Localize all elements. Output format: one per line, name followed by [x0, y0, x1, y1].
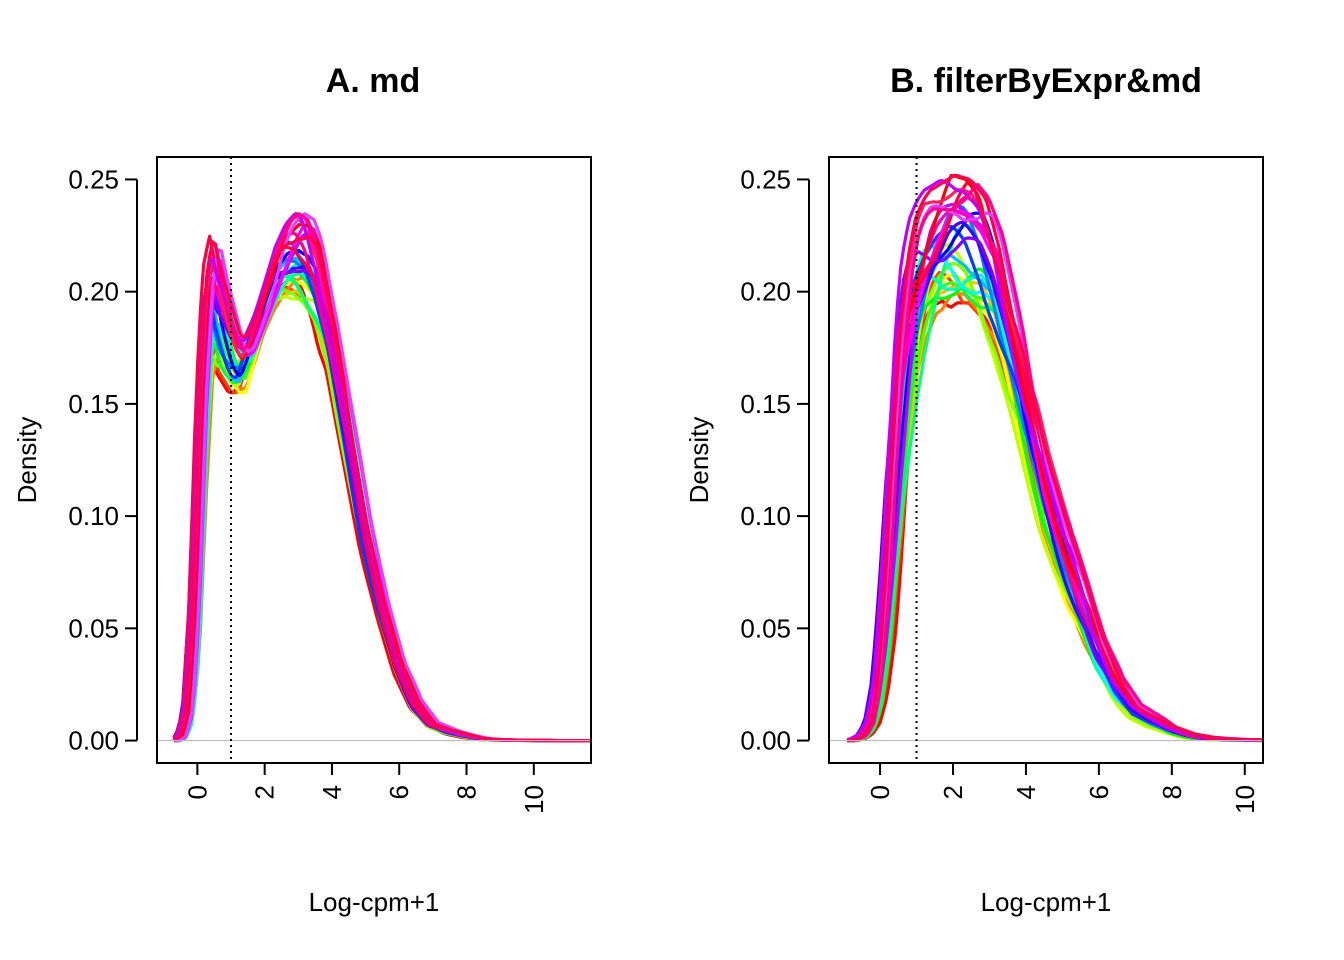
panel-b-reference-lines: [829, 157, 1263, 763]
panel-a-reference-lines: [157, 157, 591, 763]
y-tick-label: 0.25: [68, 164, 119, 194]
y-tick-label: 0.15: [68, 389, 119, 419]
panel-b: B. filterByExpr&md 0.000.050.100.150.200…: [684, 62, 1264, 917]
y-tick-label: 0.20: [740, 277, 791, 307]
x-tick-label: 6: [1084, 785, 1114, 799]
panel-b-x-label: Log-cpm+1: [981, 887, 1112, 917]
y-tick-label: 0.25: [740, 164, 791, 194]
y-tick-label: 0.10: [740, 501, 791, 531]
x-tick-label: 4: [317, 785, 347, 799]
panel-a-y-label: Density: [12, 417, 42, 504]
y-tick-label: 0.15: [740, 389, 791, 419]
x-tick-label: 4: [1011, 785, 1041, 799]
x-tick-label: 10: [519, 785, 549, 814]
x-tick-label: 2: [250, 785, 280, 799]
panel-a: A. md 0.00 0.05 0.10 0.15 0.20 0.25 0 2 4 6 8 10 L…: [12, 62, 592, 917]
panel-b-x-axis: 0 2 4 6 8 10: [865, 762, 1260, 814]
y-tick-label: 0.00: [68, 726, 119, 756]
panel-a-x-axis: 0 2 4 6 8 10: [182, 762, 549, 814]
y-tick-label: 0.20: [68, 277, 119, 307]
panel-b-y-label: Density: [684, 417, 714, 504]
panel-a-x-label: Log-cpm+1: [309, 887, 440, 917]
x-tick-label: 0: [865, 785, 895, 799]
density-line: [847, 173, 1264, 743]
panel-a-title: A. md: [326, 62, 420, 100]
y-tick-label: 0.10: [68, 501, 119, 531]
panel-b-y-axis: 0.00 0.05 0.10 0.15 0.20 0.25: [740, 164, 810, 756]
y-tick-label: 0.05: [740, 613, 791, 643]
x-tick-label: 2: [938, 785, 968, 799]
x-tick-label: 8: [1157, 785, 1187, 799]
y-tick-label: 0.05: [68, 613, 119, 643]
x-tick-label: 0: [182, 785, 212, 799]
x-tick-label: 10: [1230, 785, 1260, 814]
panel-a-y-axis: 0.00 0.05 0.10 0.15 0.20 0.25: [68, 164, 138, 756]
y-tick-label: 0.00: [740, 726, 791, 756]
x-tick-label: 8: [452, 785, 482, 799]
x-tick-label: 6: [384, 785, 414, 799]
panel-b-title: B. filterByExpr&md: [890, 62, 1202, 100]
